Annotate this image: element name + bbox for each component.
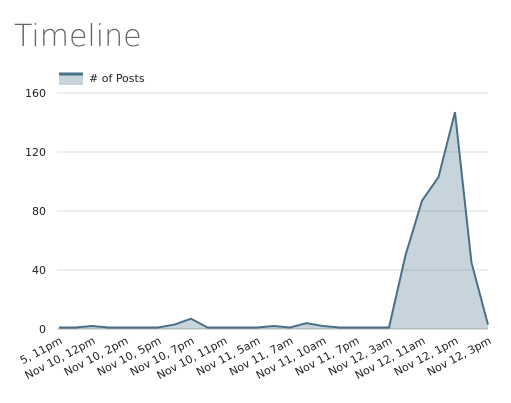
line	[59, 111, 489, 329]
y-tick-label: 0	[39, 323, 46, 336]
legend-swatch	[59, 73, 83, 85]
legend-label: # of Posts	[89, 72, 145, 85]
y-tick-label: 160	[25, 87, 46, 100]
area	[59, 112, 488, 329]
y-tick-label: 40	[32, 264, 46, 277]
y-tick-label: 120	[25, 146, 46, 159]
chart-title: Timeline	[14, 19, 142, 54]
y-tick-label: 80	[32, 205, 46, 218]
